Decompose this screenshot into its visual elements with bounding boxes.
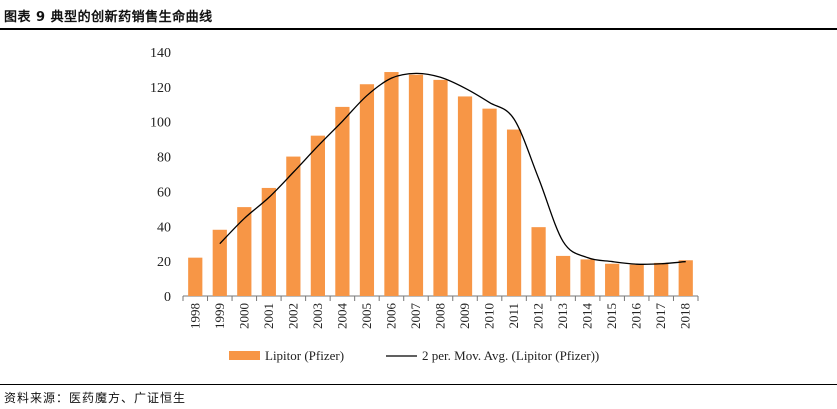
bar — [556, 255, 571, 296]
legend: Lipitor (Pfizer) 2 per. Mov. Avg. (Lipit… — [229, 348, 599, 363]
x-tick-label: 2005 — [359, 303, 374, 329]
bar — [531, 227, 546, 296]
bar — [605, 263, 620, 296]
x-tick-label: 1999 — [212, 303, 227, 329]
bottom-rule — [0, 384, 837, 385]
x-tick-label: 2000 — [236, 303, 251, 329]
y-tick-label: 20 — [157, 255, 171, 270]
x-tick-label: 2001 — [261, 303, 276, 329]
legend-swatch-bar — [229, 351, 260, 360]
y-tick-label: 120 — [150, 81, 171, 96]
legend-label-line: 2 per. Mov. Avg. (Lipitor (Pfizer)) — [422, 348, 599, 363]
x-tick-label: 2004 — [334, 303, 349, 330]
x-tick-label: 2015 — [604, 303, 619, 329]
bar — [335, 106, 350, 297]
bar — [654, 262, 669, 296]
x-tick-label: 2008 — [433, 303, 448, 329]
y-tick-label: 60 — [157, 185, 171, 200]
moving-average-series — [219, 72, 686, 265]
y-tick-label: 40 — [157, 220, 171, 235]
y-tick-label: 140 — [150, 46, 171, 61]
x-tick-label: 2011 — [506, 303, 521, 329]
x-tick-label: 2002 — [285, 303, 300, 329]
lifecycle-chart: 0 20 40 60 80 100 120 140 1998 1999 2000 2001 2002 2… — [150, 46, 699, 363]
bar — [506, 129, 522, 296]
x-tick-label: 2007 — [408, 303, 423, 330]
bar — [580, 259, 595, 296]
x-tick-label: 2012 — [531, 303, 546, 329]
bar — [212, 229, 227, 296]
bar — [188, 257, 203, 296]
bar — [286, 156, 301, 296]
x-tick-label: 2014 — [580, 303, 595, 330]
x-axis: 1998 1999 2000 2001 2002 2003 2004 2005 2006 2007… — [182, 295, 699, 330]
x-tick-label: 2003 — [310, 303, 325, 329]
bar — [482, 108, 497, 296]
x-tick-label: 2013 — [555, 303, 570, 329]
bar — [433, 79, 448, 296]
x-tick-label: 2009 — [457, 303, 472, 329]
y-tick-label: 80 — [157, 151, 171, 166]
bar — [261, 187, 276, 296]
bar — [237, 207, 252, 296]
bar — [629, 264, 644, 296]
y-tick-label: 0 — [164, 290, 171, 305]
y-tick-label: 100 — [150, 116, 171, 131]
bar — [310, 135, 325, 296]
top-rule — [0, 28, 837, 30]
source-note: 资料来源：医药魔方、广证恒生 — [4, 391, 187, 405]
y-axis: 0 20 40 60 80 100 120 140 — [150, 46, 171, 305]
x-tick-label: 2017 — [653, 303, 668, 330]
bar — [384, 72, 399, 296]
bar — [678, 260, 693, 296]
moving-average-line — [219, 72, 686, 265]
legend-label-bar: Lipitor (Pfizer) — [265, 348, 344, 363]
x-tick-label: 2010 — [482, 303, 497, 329]
bar-series — [188, 72, 693, 297]
bar — [359, 84, 375, 297]
x-tick-label: 2016 — [629, 303, 644, 330]
x-tick-label: 1998 — [187, 303, 202, 329]
bar — [408, 74, 424, 296]
x-tick-label: 2006 — [383, 303, 398, 330]
x-tick-label: 2018 — [678, 303, 693, 329]
bar — [457, 96, 473, 296]
figure-title: 图表 9 典型的创新药销售生命曲线 — [4, 10, 213, 25]
